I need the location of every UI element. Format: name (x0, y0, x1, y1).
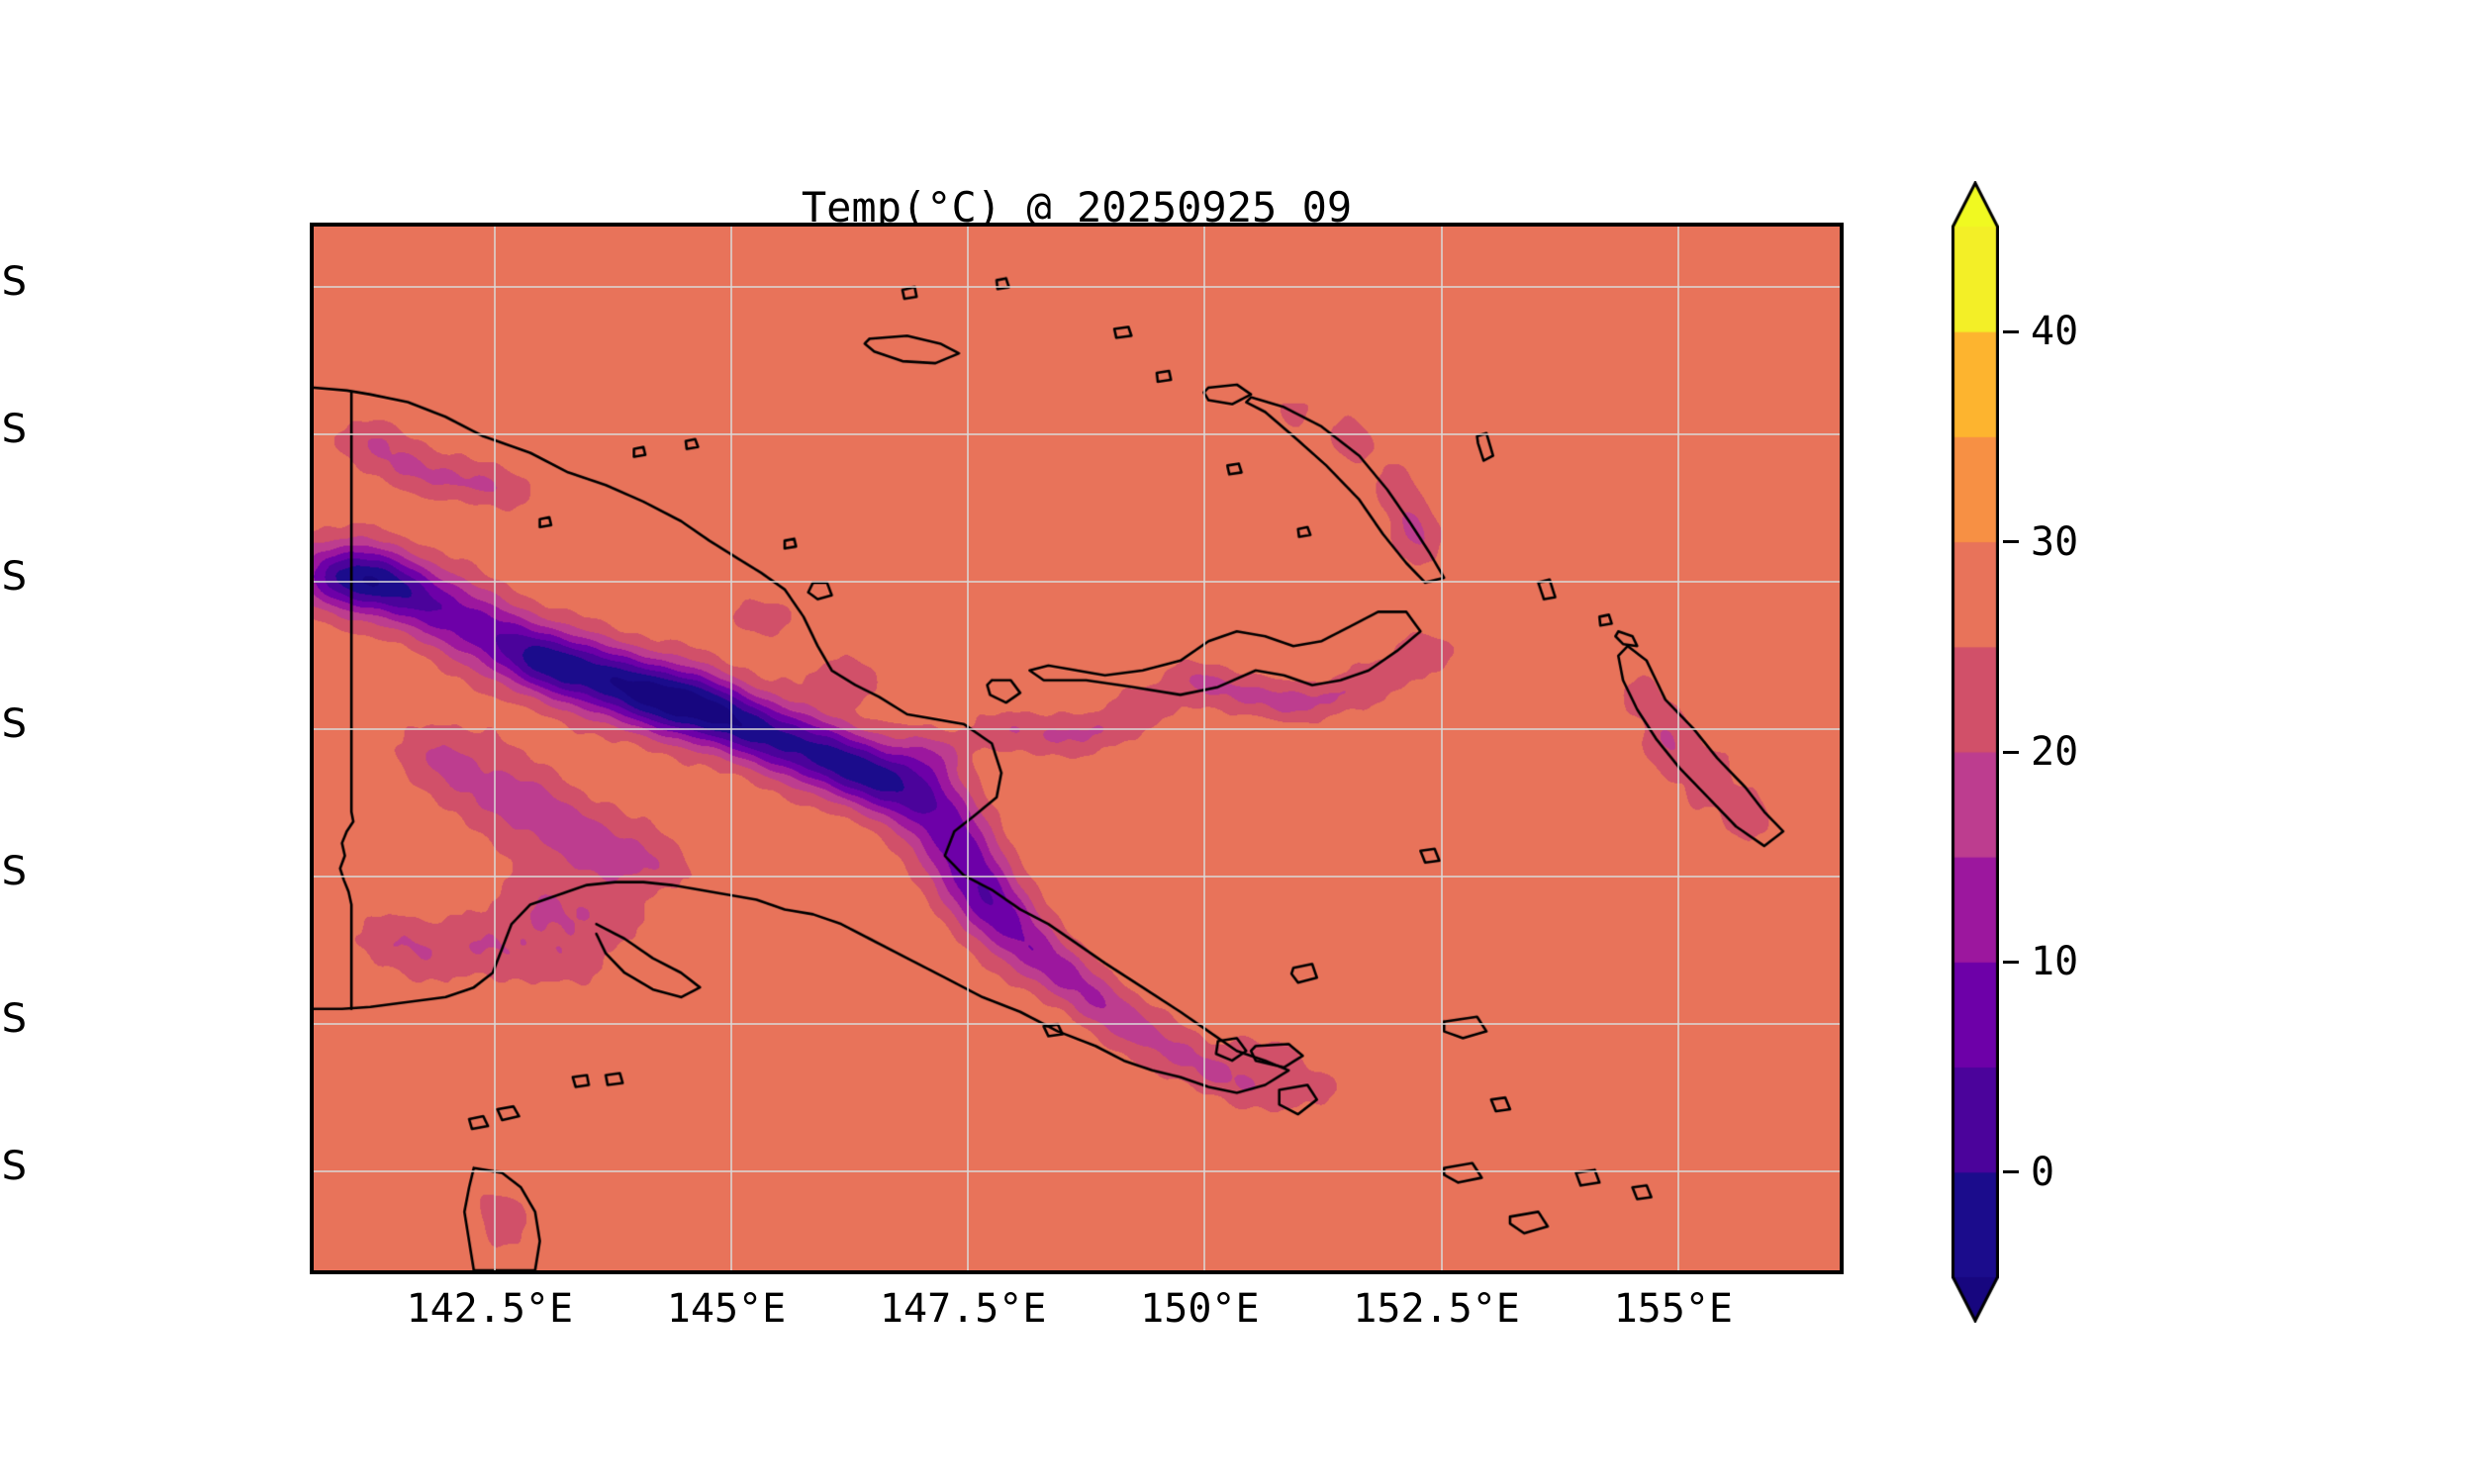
map-plot-area (310, 223, 1844, 1274)
colorbar-tick-mark (2003, 540, 2019, 544)
colorbar-tick-mark (2003, 750, 2019, 754)
y-tick-label: 4.5°S (0, 553, 27, 600)
colorbar-tick-label: 20 (2031, 729, 2079, 775)
colorbar-tick-label: 0 (2031, 1149, 2055, 1195)
y-tick-label: 7.5°S (0, 848, 27, 894)
x-tick-label: 147.5°E (879, 1286, 1047, 1332)
y-tick-label: 10.5°S (0, 1143, 27, 1189)
y-tick-label: 6°S (0, 700, 27, 747)
x-tick-label: 142.5°E (406, 1286, 574, 1332)
y-tick-label: 3°S (0, 406, 27, 452)
colorbar-tick-label: 10 (2031, 939, 2079, 985)
colorbar-tick-mark (2003, 1170, 2019, 1174)
x-tick-label: 150°E (1140, 1286, 1260, 1332)
colorbar-gradient (1951, 181, 1999, 1323)
colorbar-tick-label: 40 (2031, 309, 2079, 355)
y-tick-label: 9°S (0, 995, 27, 1042)
x-tick-label: 152.5°E (1353, 1286, 1520, 1332)
colorbar-tick-mark (2003, 329, 2019, 333)
colorbar (1951, 181, 1999, 1323)
colorbar-tick-mark (2003, 960, 2019, 964)
y-tick-label: 1.5°S (0, 258, 27, 305)
x-tick-label: 145°E (666, 1286, 787, 1332)
colorbar-tick-label: 30 (2031, 518, 2079, 565)
temperature-contour-canvas (314, 227, 1840, 1270)
x-tick-label: 155°E (1613, 1286, 1734, 1332)
